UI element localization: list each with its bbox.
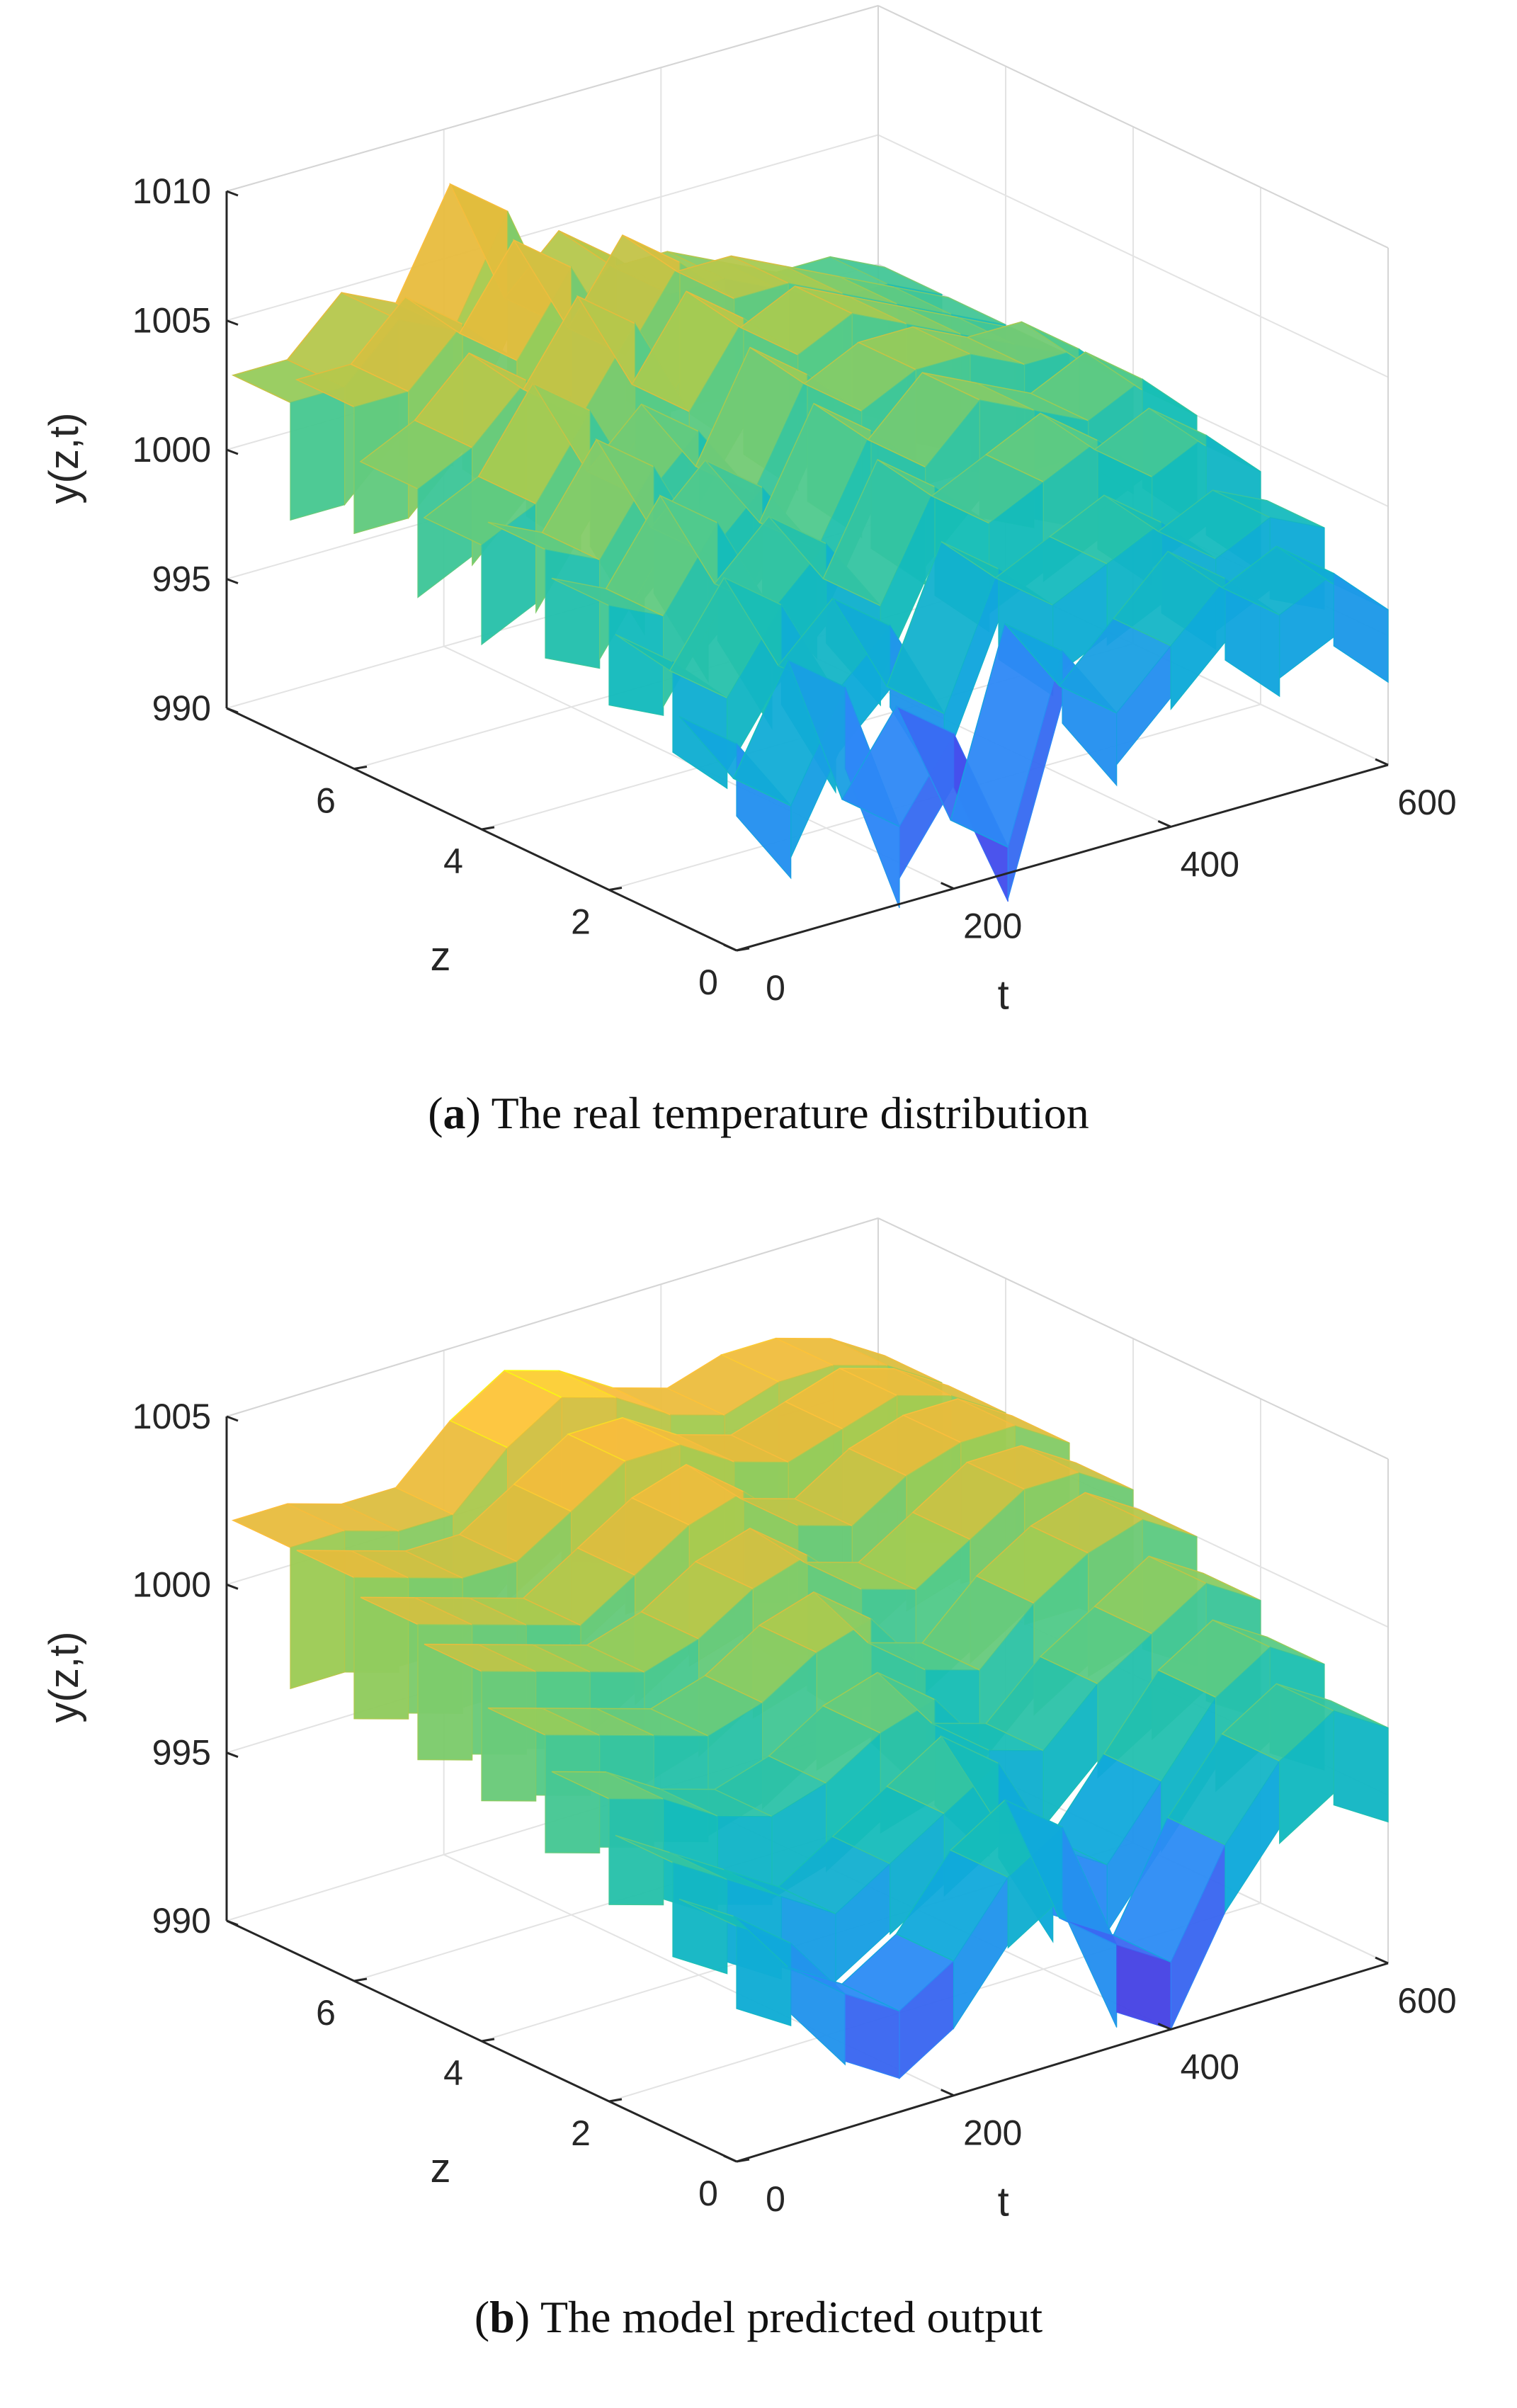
ylabel: z (431, 2145, 451, 2191)
caption-text-b: The model predicted output (540, 2292, 1043, 2342)
surface-plot-b: 990 995 1000 1005 0 2 4 6 0 200 400 600 y(z,t) z t (41, 1217, 1457, 2225)
x-tick-label: 600 (1397, 783, 1456, 822)
surface-patch (481, 1671, 537, 1802)
surface-patch (545, 1734, 601, 1854)
y-tick-mark (353, 766, 368, 770)
y-tick-label: 6 (316, 1993, 336, 2033)
y-tick-label: 0 (698, 2174, 718, 2213)
surface-patch (290, 386, 346, 521)
surface-patch (545, 549, 601, 669)
x-tick-mark (941, 2089, 955, 2097)
x-tick-label: 0 (766, 2179, 785, 2219)
zlabel: y(z,t) (41, 1632, 87, 1723)
caption-b: (b) The model predicted output (474, 2292, 1043, 2342)
z-tick-mark (226, 1583, 239, 1590)
y-tick-label: 6 (316, 781, 336, 821)
z-tick-label: 990 (152, 1901, 211, 1941)
x-tick-label: 400 (1181, 2047, 1239, 2086)
x-tick-mark (1375, 1956, 1389, 1965)
caption-letter-b: b (489, 2292, 515, 2342)
z-tick-label: 1010 (132, 171, 211, 211)
surface (231, 183, 1389, 909)
z-tick-label: 1005 (132, 1397, 211, 1436)
surface-patch (1333, 572, 1389, 683)
zlabel: y(z,t) (41, 413, 87, 504)
grid-line (877, 134, 1389, 378)
surface-patch (1333, 1710, 1389, 1823)
x-tick-mark (941, 882, 955, 890)
x-tick-mark (1157, 819, 1171, 828)
y-tick-mark (481, 826, 495, 831)
surface-plot-a: 990 995 1000 1005 1010 0 2 4 6 0 200 400 600 y(z,t) z t (41, 5, 1457, 1018)
y-tick-mark (608, 887, 623, 891)
y-tick-mark (353, 1977, 368, 1982)
z-tick-label: 995 (152, 560, 211, 599)
box-edge (226, 5, 879, 192)
z-tick-mark (226, 190, 239, 197)
x-tick-mark (723, 2154, 737, 2163)
z-tick-mark (226, 1415, 239, 1422)
panel-a: 990 995 1000 1005 1010 0 2 4 6 0 200 400 600 y(z,t) z t… (41, 5, 1457, 1138)
y-tick-label: 2 (571, 902, 591, 942)
x-tick-label: 200 (963, 2113, 1022, 2153)
surface-patch (608, 605, 664, 716)
z-tick-mark (226, 1751, 239, 1759)
ylabel: z (431, 933, 451, 979)
z-tick-mark (226, 448, 239, 455)
grid-line (226, 134, 879, 322)
z-tick-label: 1000 (132, 1564, 211, 1604)
x-tick-label: 200 (963, 907, 1022, 946)
y-tick-mark (608, 2098, 623, 2103)
axes: 990 995 1000 1005 1010 0 2 4 6 0 200 400 600 y(z,t) z t (41, 171, 1457, 1018)
z-tick-mark (226, 319, 239, 326)
x-tick-mark (1157, 2022, 1171, 2031)
y-tick-label: 2 (571, 2113, 591, 2153)
surface-patch (608, 1798, 664, 1906)
box-edge (877, 1217, 1389, 1460)
y-tick-label: 4 (443, 2053, 463, 2093)
x-axis-line (736, 763, 1389, 952)
z-tick-label: 990 (152, 688, 211, 728)
xlabel: t (998, 972, 1009, 1018)
surface-patch (672, 1861, 728, 1975)
caption-letter-a: a (443, 1088, 466, 1138)
caption-a: (a) The real temperature distribution (428, 1088, 1089, 1138)
y-tick-label: 4 (443, 841, 463, 881)
z-tick-label: 1000 (132, 430, 211, 470)
xlabel: t (998, 2179, 1009, 2225)
caption-text-a: The real temperature distribution (491, 1088, 1089, 1138)
x-tick-mark (1375, 758, 1389, 766)
y-tick-label: 0 (698, 962, 718, 1002)
x-tick-label: 0 (766, 968, 785, 1008)
z-tick-mark (226, 578, 239, 584)
x-axis-line (736, 1962, 1389, 2163)
x-tick-mark (723, 943, 737, 952)
x-tick-label: 400 (1181, 844, 1239, 884)
axes: 990 995 1000 1005 0 2 4 6 0 200 400 600 y(z,t) z t (41, 1397, 1457, 2225)
x-tick-label: 600 (1397, 1981, 1456, 2021)
surface (231, 1337, 1389, 2079)
y-tick-mark (481, 2038, 495, 2043)
panel-b: 990 995 1000 1005 0 2 4 6 0 200 400 600 y(z,t) z t (b)… (0, 1204, 1517, 2408)
z-tick-label: 1005 (132, 301, 211, 341)
z-tick-label: 995 (152, 1733, 211, 1773)
box-edge (226, 1217, 879, 1417)
box-edge (877, 5, 1389, 249)
